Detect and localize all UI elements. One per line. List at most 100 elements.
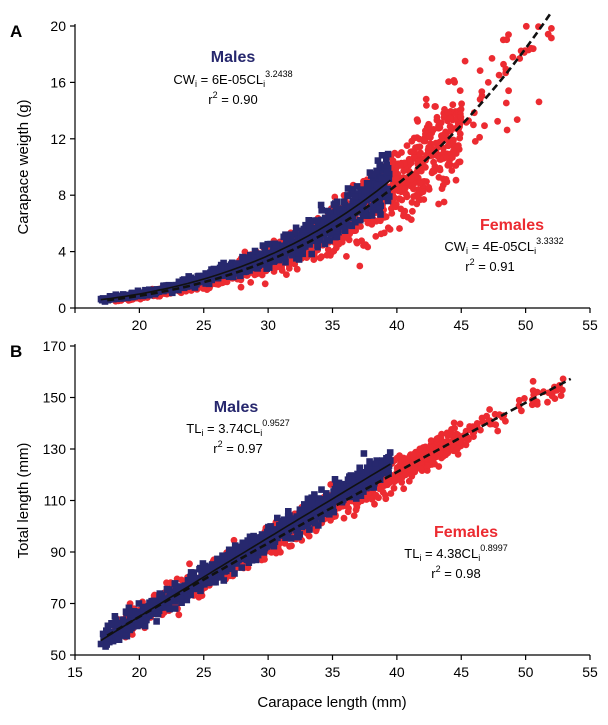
data-point-female [377, 230, 385, 238]
data-point-male [354, 470, 361, 478]
data-point-male [304, 519, 312, 527]
data-point-female [409, 207, 416, 215]
data-point-male [97, 640, 105, 648]
x-tick-label: 25 [196, 664, 212, 680]
data-point-female [408, 199, 416, 206]
data-point-female [443, 449, 450, 457]
data-point-male [292, 224, 300, 232]
data-point-male [244, 544, 252, 552]
data-point-male [324, 207, 332, 215]
data-point-male [357, 216, 364, 224]
data-point-male [372, 460, 379, 468]
data-point-female [368, 220, 376, 228]
data-point-male [362, 477, 369, 484]
data-point-female [454, 431, 462, 439]
data-point-male [208, 561, 216, 568]
data-point-female [384, 224, 392, 232]
data-point-female [195, 593, 203, 601]
data-point-male [171, 605, 179, 612]
data-point-female [426, 132, 434, 140]
data-point-male [217, 556, 225, 563]
fit-line-males [100, 179, 391, 301]
data-point-female [433, 152, 441, 160]
data-point-male [304, 495, 312, 503]
data-point-male [323, 490, 330, 497]
panel-letter: B [10, 342, 22, 361]
data-point-male [205, 579, 212, 587]
x-tick-label: 15 [67, 664, 83, 680]
data-point-male [360, 488, 367, 495]
data-point-male [334, 198, 341, 206]
data-point-female [427, 437, 435, 445]
data-point-female [398, 149, 405, 156]
data-point-male [201, 581, 208, 588]
data-point-male [374, 157, 382, 164]
data-point-male [259, 242, 267, 249]
y-tick-label: 0 [58, 300, 66, 316]
y-tick-label: 50 [50, 647, 66, 663]
data-point-male [376, 196, 383, 204]
data-point-male [231, 542, 239, 549]
data-point-male [237, 272, 244, 280]
data-point-male [134, 611, 141, 618]
panel-b: B Total length (mm) 50 70 90 110 130 150 170 15 20… [10, 338, 598, 680]
data-point-male [294, 528, 301, 536]
data-point-male [341, 201, 349, 209]
data-point-male [212, 273, 219, 281]
data-point-female [342, 234, 350, 241]
data-point-female [454, 450, 462, 458]
data-point-male [211, 574, 218, 581]
data-point-female [350, 512, 358, 519]
data-point-female [175, 611, 183, 619]
equation-females: TLi = 4.38CLi0.8997 [404, 543, 507, 563]
data-point-male [235, 550, 243, 557]
data-point-male [239, 253, 246, 261]
data-point-female [390, 484, 398, 492]
data-point-male [225, 273, 233, 280]
data-point-male [281, 252, 289, 260]
data-point-male [296, 510, 303, 517]
data-point-female [414, 143, 422, 151]
data-point-female [293, 265, 301, 273]
data-point-male [351, 193, 359, 200]
data-point-female [402, 190, 410, 198]
data-point-male [178, 280, 185, 287]
data-point-male [373, 182, 381, 190]
data-point-male [384, 150, 392, 158]
data-point-female [548, 390, 556, 398]
data-point-female [478, 414, 486, 422]
data-point-male [126, 626, 134, 634]
data-point-male [302, 221, 309, 229]
series-label-males: Males [211, 49, 256, 66]
data-point-male [289, 239, 297, 247]
data-point-male [234, 556, 242, 564]
data-point-male [254, 534, 261, 541]
data-point-male [276, 522, 283, 529]
data-point-male [115, 636, 123, 643]
data-point-female [237, 283, 245, 291]
data-point-female [424, 462, 432, 469]
data-point-female [416, 135, 423, 143]
data-point-female [435, 122, 442, 130]
data-point-male [122, 632, 129, 640]
data-point-male [229, 553, 237, 561]
data-point-female [316, 254, 324, 262]
data-point-female [518, 407, 525, 415]
data-point-female [470, 121, 477, 129]
x-tick-label: 20 [132, 317, 148, 333]
data-point-male [126, 622, 134, 629]
data-point-female [323, 251, 331, 259]
data-point-female [382, 495, 390, 503]
data-point-female [494, 117, 501, 125]
data-point-female [422, 95, 430, 103]
data-point-male [298, 227, 306, 235]
data-point-male [178, 599, 185, 606]
data-point-male [275, 256, 283, 264]
data-point-male [341, 227, 349, 234]
y-tick-label: 20 [50, 18, 66, 34]
data-point-male [326, 212, 333, 220]
y-tick-label: 16 [50, 74, 66, 90]
data-point-female [405, 155, 413, 163]
